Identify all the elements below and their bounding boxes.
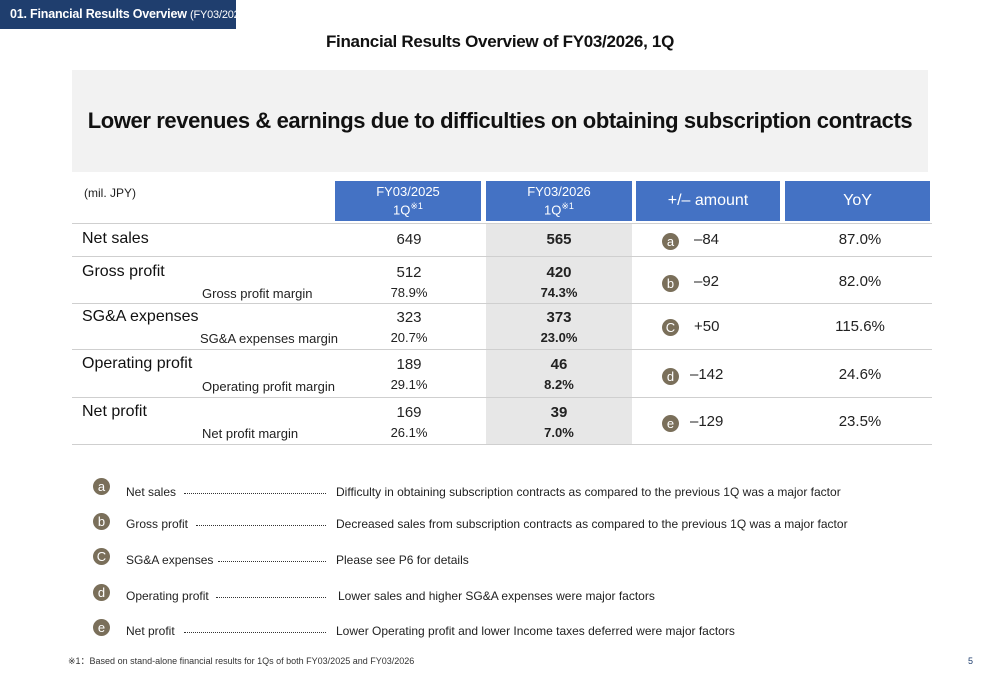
page-title: Financial Results Overview of FY03/2026,… [325,32,675,51]
leader-dots [184,632,326,633]
yoy-value: 115.6% [835,318,885,335]
note-item-label: Net profit [126,624,175,638]
row-label: Gross profit [82,263,165,280]
fy2025-value: 649 [396,231,422,248]
headline-box: Lower revenues & earnings due to difficu… [72,70,928,172]
amount-value: –142 [690,366,724,383]
marker-b-icon: b [662,275,679,292]
row-divider [72,303,932,304]
leader-dots [196,525,326,526]
row-sub-label: SG&A expenses margin [200,331,339,346]
marker-b-icon: b [93,513,110,530]
note-item-label: Gross profit [126,517,189,531]
row-divider [72,444,932,445]
leader-dots [184,493,326,494]
yoy-value: 82.0% [838,273,882,290]
marker-d-icon: d [93,584,110,601]
fy2026-value: 39 [550,404,568,421]
header-fy2026-line1: FY03/2026 [527,184,591,200]
fy2026-margin: 8.2% [544,377,574,392]
yoy-value: 23.5% [838,413,882,430]
leader-dots [218,561,326,562]
row-divider [72,349,932,350]
note-item-label: Net sales [126,485,177,499]
marker-c-icon: C [93,548,110,565]
fy2025-margin: 29.1% [390,377,428,392]
headline-text: Lower revenues & earnings due to difficu… [87,108,913,133]
fy2026-margin: 7.0% [544,425,574,440]
header-fy2026-mark: ※1 [561,201,574,212]
section-tag-main: 01. Financial Results Overview [10,7,187,21]
row-sub-label: Net profit margin [202,426,299,441]
fy2026-value: 420 [546,264,572,281]
header-fy2025-line2: 1Q [393,202,411,218]
row-sub-label: Operating profit margin [202,379,335,394]
row-divider [72,223,932,224]
note-text: Difficulty in obtaining subscription con… [336,485,841,499]
header-fy2025-line1: FY03/2025 [376,184,440,200]
row-label: Net sales [82,230,149,247]
amount-value: –84 [694,231,720,248]
marker-c-icon: C [662,319,679,336]
header-amount: +/– amount [636,181,780,221]
fy2025-value: 169 [396,404,422,421]
note-text: Lower sales and higher SG&A expenses wer… [338,589,655,603]
fy2026-highlight-column [486,224,632,444]
yoy-value: 87.0% [838,231,882,248]
note-text: Decreased sales from subscription contra… [336,517,848,531]
fy2025-margin: 78.9% [390,285,428,300]
fy2025-margin: 26.1% [390,425,428,440]
row-sub-label: Gross profit margin [202,286,313,301]
note-text: Please see P6 for details [336,553,469,567]
amount-value: –129 [690,413,724,430]
marker-e-icon: e [662,415,679,432]
note-text: Lower Operating profit and lower Income … [336,624,735,638]
marker-e-icon: e [93,619,110,636]
header-fy2025: FY03/2025 1Q※1 [335,181,481,221]
fy2026-margin: 74.3% [540,285,578,300]
row-label: Operating profit [82,355,193,372]
row-divider [72,256,932,257]
header-fy2026-line2: 1Q [544,202,562,218]
fy2026-value: 565 [546,231,572,248]
fy2026-value: 373 [546,309,572,326]
header-yoy: YoY [785,181,930,221]
unit-label: (mil. JPY) [84,186,136,200]
fy2026-margin: 23.0% [540,330,578,345]
section-tag-sub: (FY03/2026, 1Q) [190,9,269,21]
section-tag: 01. Financial Results Overview (FY03/202… [0,0,269,29]
row-label: SG&A expenses [82,308,199,325]
fy2025-value: 323 [396,309,422,326]
yoy-value: 24.6% [838,366,882,383]
page-number: 5 [968,656,974,666]
note-item-label: Operating profit [126,589,209,603]
amount-value: –92 [694,273,720,290]
footnote: ※1：Based on stand-alone financial result… [68,656,415,666]
marker-d-icon: d [662,368,679,385]
header-fy2025-mark: ※1 [410,201,423,212]
row-divider [72,397,932,398]
marker-a-icon: a [662,233,679,250]
fy2025-value: 189 [396,356,422,373]
leader-dots [216,597,326,598]
header-fy2026: FY03/2026 1Q※1 [486,181,632,221]
amount-value: +50 [694,318,720,335]
fy2025-value: 512 [396,264,422,281]
row-label: Net profit [82,403,147,420]
fy2026-value: 46 [550,356,568,373]
note-item-label: SG&A expenses [126,553,214,567]
marker-a-icon: a [93,478,110,495]
fy2025-margin: 20.7% [390,330,428,345]
